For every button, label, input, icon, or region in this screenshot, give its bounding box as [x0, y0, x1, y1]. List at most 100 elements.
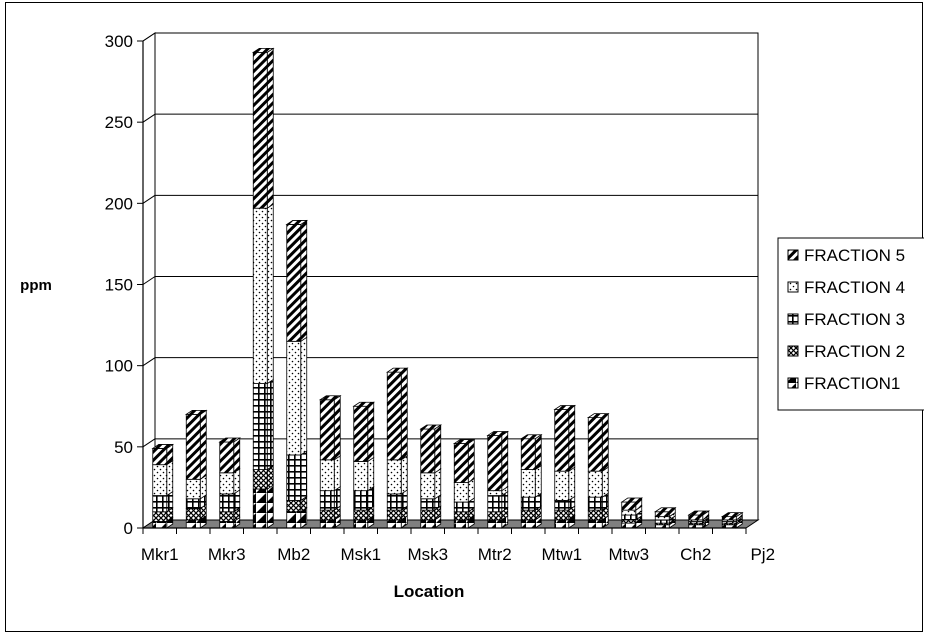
bar-segment-side	[367, 401, 375, 463]
gridline-side	[142, 276, 156, 285]
bar-segment-side	[400, 367, 408, 461]
bar-segment	[252, 51, 268, 209]
y-tick-label: 200	[105, 194, 133, 213]
bar-segment	[252, 207, 268, 384]
gridline-side	[142, 113, 156, 123]
bar-top	[687, 510, 711, 516]
x-tick-label: Ch2	[680, 545, 711, 564]
gridline-side	[142, 357, 156, 367]
x-tick-label: Msk1	[340, 545, 381, 564]
bar-segment	[152, 495, 168, 513]
bar-stack	[251, 47, 275, 529]
y-tick-label: 150	[105, 276, 133, 295]
axes-group: 0 50 100 150 200 250 300 Mkr1 Mkr3 Mb2 Msk1 Msk3 Mtr…	[105, 32, 775, 564]
bar-segment	[286, 500, 302, 513]
legend-swatch	[787, 377, 799, 389]
bar-segment	[587, 509, 603, 521]
bar-segment	[319, 459, 335, 492]
bar-segment	[319, 509, 335, 521]
x-tick-label: Mb2	[277, 545, 310, 564]
bar-segment	[688, 514, 704, 521]
legend-swatch	[787, 249, 799, 261]
bar-stack	[620, 497, 644, 529]
bar-segment	[654, 511, 670, 518]
bar-top	[385, 367, 409, 373]
bar-stack	[184, 409, 208, 529]
bar-segment	[554, 519, 570, 529]
y-tick-label: 50	[114, 438, 133, 457]
bar-stack	[586, 412, 610, 529]
bar-top	[553, 405, 577, 410]
bar-top	[486, 431, 510, 436]
bar-segment	[453, 482, 469, 503]
x-tick-label: Mtw3	[608, 545, 649, 564]
bar-stack	[285, 219, 309, 529]
bar-segment	[185, 519, 201, 529]
bar-segment	[520, 496, 536, 511]
bar-segment-side	[568, 466, 576, 502]
bar-segment-side	[300, 336, 308, 456]
bar-segment-side	[434, 468, 442, 500]
bar-segment	[621, 514, 637, 521]
bar-segment	[587, 496, 603, 511]
bar-stack	[519, 433, 543, 529]
bar-stack	[653, 507, 677, 529]
bar-top	[184, 409, 208, 415]
bar-segment-side	[266, 378, 274, 471]
bar-segment	[386, 493, 402, 511]
bar-segment	[721, 516, 737, 521]
y-tick-label: 0	[124, 519, 133, 538]
bar-segment	[185, 413, 201, 480]
bar-segment-side	[266, 484, 274, 529]
bar-segment	[386, 509, 402, 521]
bar-segment	[420, 519, 436, 529]
x-tick-label: Mtw1	[541, 545, 582, 564]
bar-segment	[621, 501, 637, 511]
legend-label: FRACTION 2	[804, 342, 905, 361]
bar-stack	[553, 404, 577, 529]
legend-label: FRACTION 5	[804, 246, 905, 265]
bar-segment	[286, 340, 302, 456]
legend-swatch	[787, 345, 799, 357]
y-tick-label: 300	[105, 32, 133, 51]
bar-segment	[386, 459, 402, 495]
bar-segment	[319, 490, 335, 511]
bar-top	[251, 47, 275, 53]
bar-segment	[621, 509, 637, 516]
legend-box	[777, 237, 924, 411]
x-tick-label: Mkr1	[141, 545, 179, 564]
bar-segment	[420, 509, 436, 521]
bar-segment	[219, 511, 235, 522]
bar-top	[720, 512, 744, 518]
bar-segment	[453, 511, 469, 521]
bar-segment	[219, 521, 235, 529]
legend-swatch	[787, 313, 799, 325]
bar-stack	[419, 424, 443, 529]
bar-segment-side	[266, 203, 274, 385]
bar-segment-side	[333, 395, 341, 461]
bar-segment	[453, 501, 469, 513]
bar-segment	[520, 469, 536, 498]
bar-top	[653, 507, 677, 513]
bar-segment	[587, 470, 603, 498]
bar-segment-side	[333, 455, 341, 492]
bar-stack	[486, 430, 510, 529]
bar-segment	[319, 519, 335, 529]
gridline-side	[142, 194, 156, 204]
bar-segment	[420, 428, 436, 474]
bar-segment	[554, 500, 570, 511]
bar-segment	[185, 508, 201, 521]
bar-top	[419, 424, 443, 430]
bar-stack	[687, 510, 711, 529]
stacked-bar-chart: 0 50 100 150 200 250 300 Mkr1 Mkr3 Mb2 Msk1 Msk3 Mtr…	[20, 32, 924, 601]
bar-segment	[286, 224, 302, 342]
bar-stack	[151, 443, 175, 529]
bar-segment	[185, 498, 201, 509]
y-tick-label: 100	[105, 357, 133, 376]
bar-segment-side	[534, 464, 542, 498]
bar-top	[452, 439, 476, 444]
bar-segment	[219, 493, 235, 513]
bar-segment	[286, 454, 302, 501]
legend-swatch	[787, 281, 799, 293]
bar-segment	[219, 441, 235, 474]
